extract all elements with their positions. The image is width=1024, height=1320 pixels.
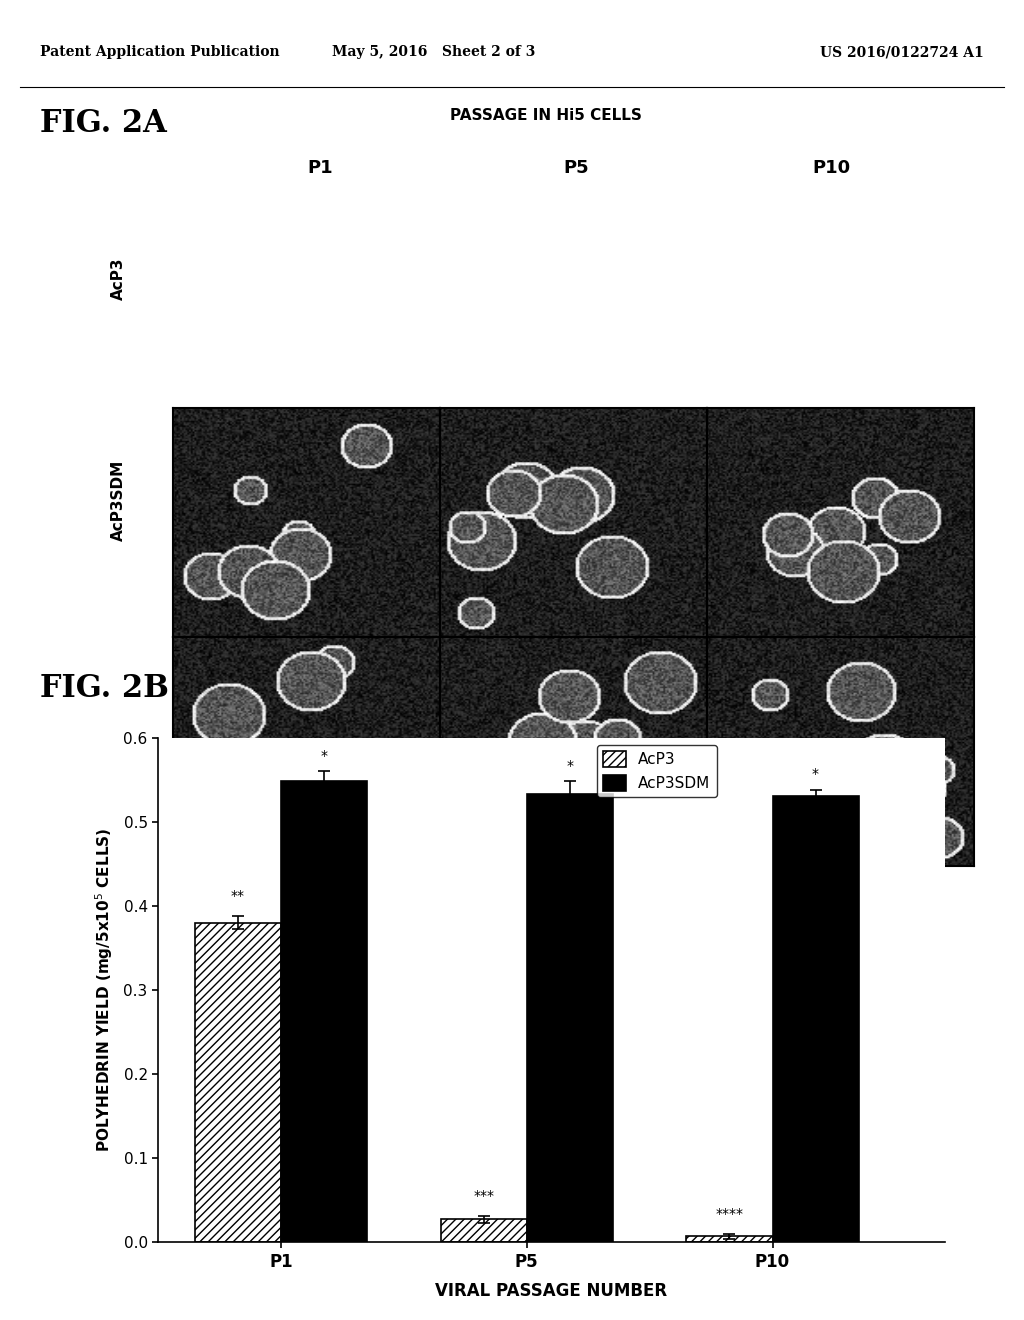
Bar [772, 796, 858, 1242]
Text: *: * [321, 748, 328, 763]
Text: *: * [566, 759, 573, 774]
Bar [281, 781, 367, 1242]
Text: *: * [812, 767, 819, 781]
Bar [526, 793, 612, 1242]
Text: Patent Application Publication: Patent Application Publication [40, 45, 280, 59]
Text: **: ** [231, 890, 245, 903]
Text: ***: *** [473, 1189, 495, 1204]
Bar [195, 923, 281, 1242]
Text: ****: **** [716, 1206, 743, 1221]
Bar [440, 1220, 526, 1242]
Text: P10: P10 [812, 160, 851, 177]
Text: AcP3SDM: AcP3SDM [112, 459, 126, 541]
Legend: AcP3, AcP3SDM: AcP3, AcP3SDM [597, 746, 717, 797]
Text: FIG. 2B: FIG. 2B [40, 673, 169, 704]
Y-axis label: POLYHEDRIN YIELD (mg/5x10$^5$ CELLS): POLYHEDRIN YIELD (mg/5x10$^5$ CELLS) [93, 828, 115, 1152]
Text: US 2016/0122724 A1: US 2016/0122724 A1 [820, 45, 984, 59]
Text: P5: P5 [563, 160, 589, 177]
Text: PASSAGE IN Hi5 CELLS: PASSAGE IN Hi5 CELLS [451, 108, 642, 123]
Text: FIG. 2A: FIG. 2A [40, 108, 167, 139]
Text: AcP3: AcP3 [112, 257, 126, 300]
Text: May 5, 2016   Sheet 2 of 3: May 5, 2016 Sheet 2 of 3 [332, 45, 536, 59]
X-axis label: VIRAL PASSAGE NUMBER: VIRAL PASSAGE NUMBER [435, 1282, 668, 1300]
Bar [686, 1237, 772, 1242]
Text: P1: P1 [307, 160, 333, 177]
